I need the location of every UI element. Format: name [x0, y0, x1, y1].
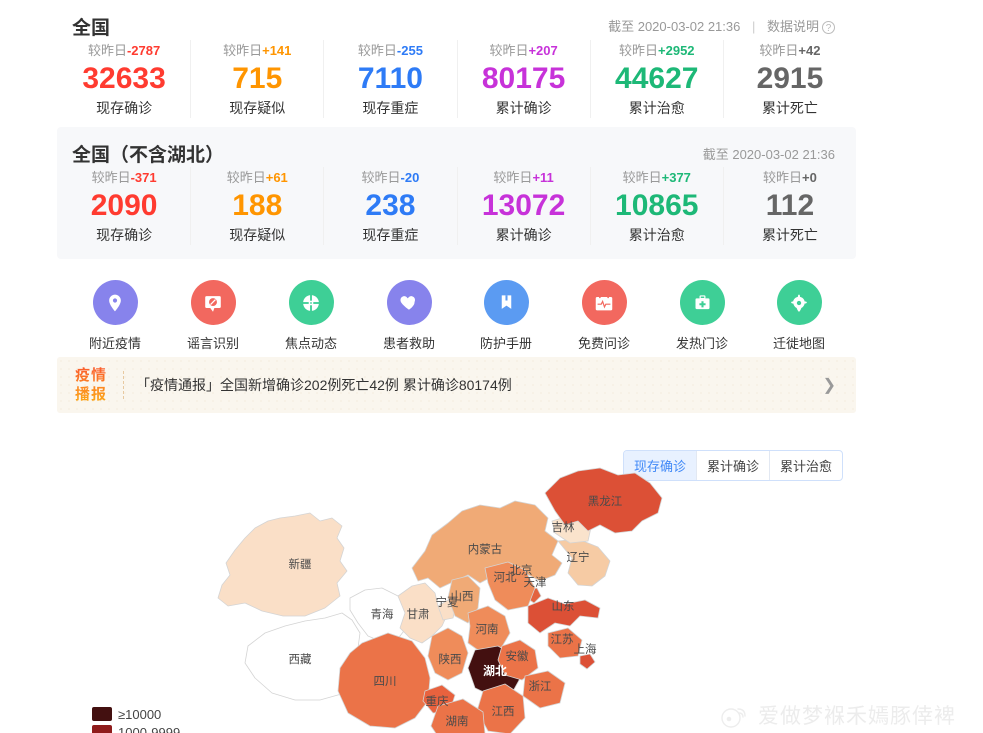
- svg-text:湖南: 湖南: [446, 714, 469, 728]
- svg-text:浙江: 浙江: [529, 680, 552, 693]
- svg-text:安徽: 安徽: [506, 649, 529, 663]
- svg-text:山西: 山西: [451, 590, 474, 603]
- svg-text:重庆: 重庆: [426, 694, 449, 708]
- svg-text:四川: 四川: [374, 675, 397, 688]
- svg-text:吉林: 吉林: [552, 520, 575, 534]
- svg-text:江西: 江西: [492, 705, 515, 718]
- svg-text:天津: 天津: [524, 576, 547, 589]
- svg-text:甘肃: 甘肃: [407, 608, 430, 621]
- svg-text:江苏: 江苏: [551, 633, 574, 646]
- svg-text:上海: 上海: [574, 642, 597, 656]
- svg-text:新疆: 新疆: [289, 557, 312, 571]
- svg-text:西藏: 西藏: [289, 653, 312, 666]
- svg-text:山东: 山东: [552, 600, 575, 613]
- svg-text:河北: 河北: [494, 571, 517, 584]
- svg-text:黑龙江: 黑龙江: [588, 495, 623, 508]
- svg-text:青海: 青海: [371, 607, 394, 621]
- svg-text:陕西: 陕西: [439, 652, 462, 666]
- svg-text:湖北: 湖北: [483, 664, 507, 678]
- svg-text:河南: 河南: [476, 622, 499, 636]
- svg-text:内蒙古: 内蒙古: [468, 542, 503, 556]
- svg-text:辽宁: 辽宁: [567, 550, 590, 564]
